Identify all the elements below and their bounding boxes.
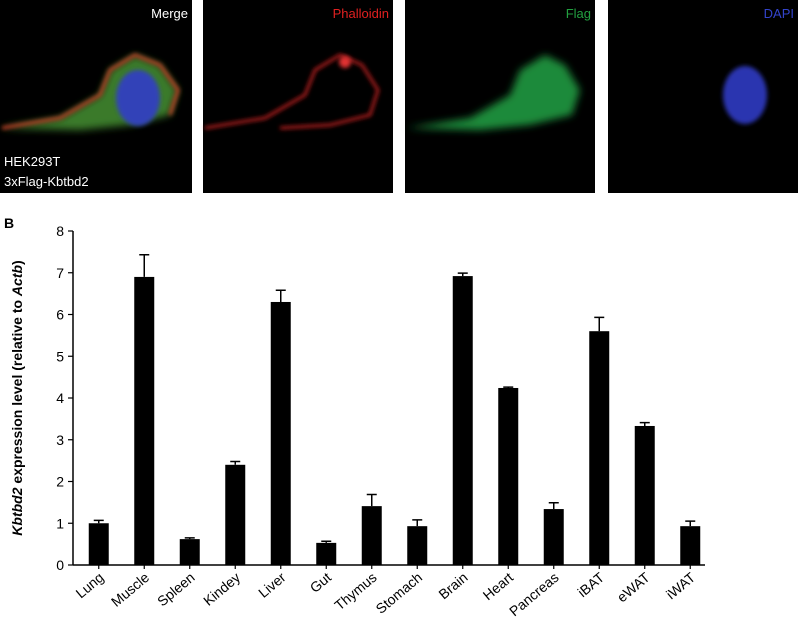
error-bar — [230, 460, 241, 465]
error-bar — [457, 272, 468, 277]
bar — [88, 523, 109, 565]
image-label: Phalloidin — [333, 6, 389, 21]
x-tick-label: Lung — [73, 569, 107, 601]
x-tick-label: eWAT — [614, 569, 653, 606]
error-bar — [548, 502, 559, 510]
bar — [452, 276, 473, 565]
y-tick-label: 1 — [56, 515, 64, 531]
y-tick-label: 3 — [56, 432, 64, 448]
error-bar — [594, 316, 605, 332]
y-axis-label: Kbtbd2 expression level (relative to Act… — [9, 260, 25, 535]
panel-label: B — [4, 215, 14, 231]
x-tick-label: Stomach — [373, 569, 426, 617]
error-bar — [93, 519, 104, 524]
y-axis-label-part: Kbtbd2 — [9, 487, 25, 535]
bar — [361, 506, 382, 565]
y-tick-label: 2 — [56, 474, 64, 490]
bar — [589, 331, 610, 565]
x-tick-label: Muscle — [108, 569, 152, 610]
image-label: Flag — [566, 6, 591, 21]
x-tick-label: iWAT — [663, 569, 699, 603]
x-tick-label: Spleen — [154, 569, 198, 609]
error-bar — [685, 520, 696, 527]
error-bar — [366, 493, 377, 507]
y-axis-label-part: expression level (relative to — [9, 296, 25, 487]
x-tick-label: Pancreas — [506, 569, 562, 619]
image-dapi — [608, 0, 798, 193]
error-bar — [321, 540, 332, 543]
error-bar — [503, 386, 514, 388]
x-tick-label: Kindey — [200, 569, 243, 609]
y-tick-label: 0 — [56, 557, 64, 573]
panel-label: A — [4, 5, 14, 21]
bar — [270, 301, 291, 565]
x-tick-label: Thymus — [331, 569, 379, 613]
bar — [179, 539, 200, 565]
y-tick-label: 4 — [56, 390, 64, 406]
y-axis-label-part: ) — [9, 260, 25, 265]
error-bar — [275, 289, 286, 302]
bar — [634, 425, 655, 565]
construct: 3xFlag-Kbtbd2 — [4, 174, 89, 189]
cell-line: HEK293T — [4, 154, 60, 169]
bar — [498, 387, 519, 565]
x-tick-label: Heart — [480, 569, 517, 603]
bar — [134, 276, 155, 565]
bar — [407, 526, 428, 565]
bar — [543, 509, 564, 565]
bar — [225, 464, 246, 565]
x-tick-label: Gut — [307, 569, 335, 596]
error-bar — [139, 254, 150, 277]
y-tick-label: 6 — [56, 307, 64, 323]
image-merge — [0, 0, 192, 193]
y-tick-label: 5 — [56, 348, 64, 364]
y-tick-label: 7 — [56, 265, 64, 281]
x-tick-label: Brain — [435, 569, 470, 602]
bar — [680, 526, 701, 565]
y-axis-label-part: Actb — [9, 265, 25, 298]
y-tick-label: 8 — [56, 223, 64, 239]
error-bar — [412, 519, 423, 527]
x-tick-label: iBAT — [574, 569, 607, 600]
bar — [316, 542, 337, 565]
error-bar — [184, 537, 195, 540]
error-bar — [639, 421, 650, 426]
x-tick-label: Liver — [255, 569, 289, 601]
image-flag — [405, 0, 595, 193]
image-label: DAPI — [764, 6, 794, 21]
image-label: Merge — [151, 6, 188, 21]
image-phalloidin — [203, 0, 393, 193]
